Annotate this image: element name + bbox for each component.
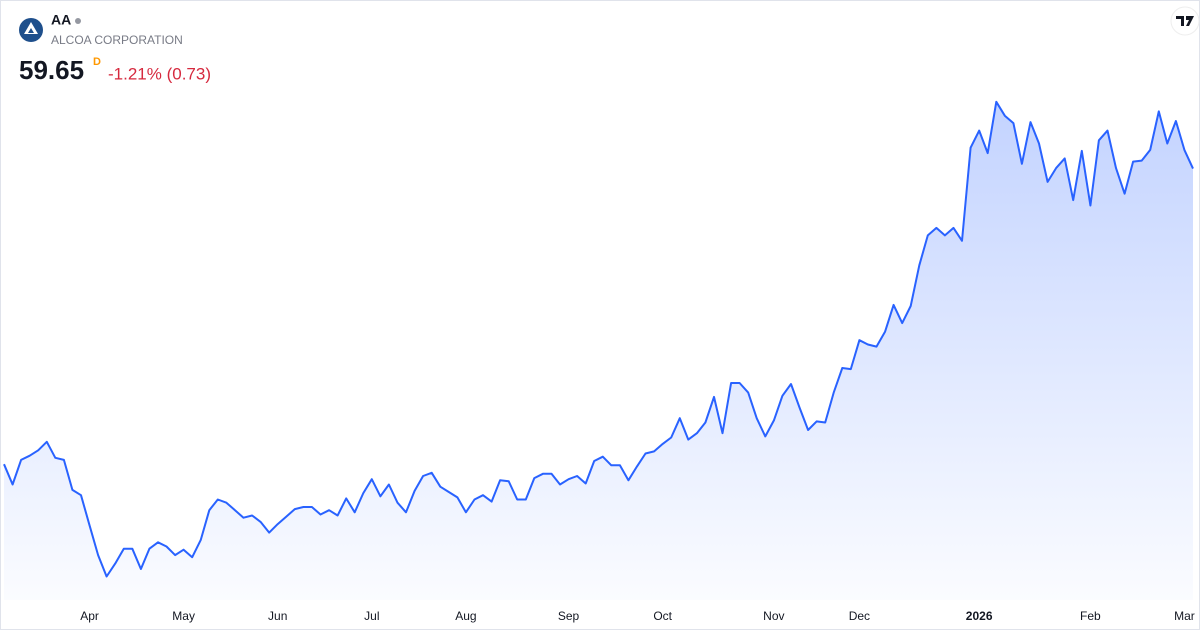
status-dot (75, 18, 81, 24)
x-tick-label: Oct (653, 609, 672, 623)
x-tick-label: Mar (1174, 609, 1195, 623)
logo (19, 18, 43, 42)
tradingview-logo (1170, 6, 1200, 36)
change: -1.21% (0.73) (108, 64, 211, 83)
price-line (3, 100, 1194, 578)
plot (3, 100, 1194, 601)
company-name: ALCOA CORPORATION (51, 33, 183, 47)
x-tick-label: Sep (558, 609, 580, 623)
x-tick-label: Nov (763, 609, 784, 623)
x-tick-label: Feb (1080, 609, 1101, 623)
x-tick-label: May (172, 609, 195, 623)
x-tick-label: Dec (849, 609, 870, 623)
interval: D (93, 56, 101, 68)
symbol: AA (51, 12, 71, 28)
x-tick-label: 2026 (966, 609, 993, 623)
logo-mark (24, 22, 38, 34)
area-fill (4, 101, 1193, 601)
x-tick-label: Jun (268, 609, 287, 623)
price: 59.65 (19, 55, 84, 85)
x-tick-label: Apr (80, 609, 99, 623)
x-tick-label: Jul (364, 609, 379, 623)
x-tick-label: Aug (455, 609, 476, 623)
